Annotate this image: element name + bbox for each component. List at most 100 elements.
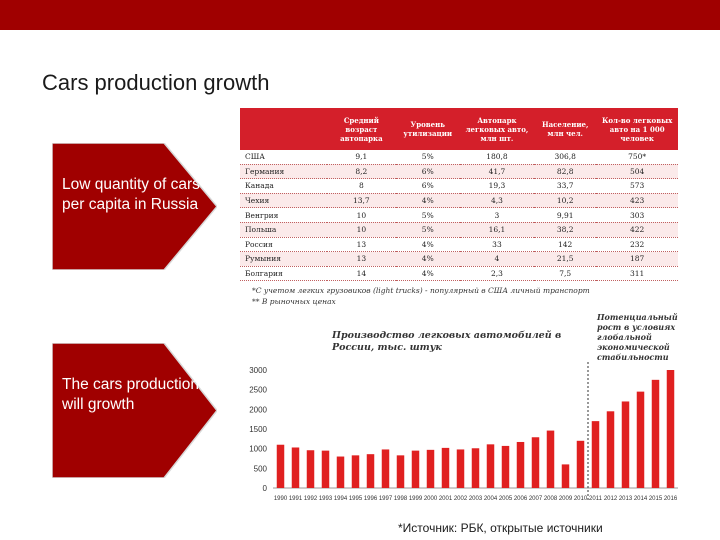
table-header-cell [240, 108, 327, 150]
x-tick-label: 2014 [634, 496, 648, 502]
x-tick-label: 1993 [319, 496, 333, 502]
bar [486, 444, 495, 488]
table-cell: 142 [534, 237, 597, 253]
x-tick-label: 2010 [574, 496, 588, 502]
bar [396, 455, 405, 488]
y-tick-label: 2500 [249, 386, 267, 395]
y-tick-label: 2000 [249, 405, 267, 414]
x-tick-label: 1998 [394, 496, 408, 502]
table-cell: 13,7 [327, 193, 396, 209]
y-tick-label: 500 [254, 464, 268, 473]
x-tick-label: 2002 [454, 496, 468, 502]
x-tick-label: 2009 [559, 496, 573, 502]
car-stats-table: Средний возраст автопарка Уровень утилиз… [240, 108, 678, 282]
x-tick-label: 2013 [619, 496, 633, 502]
country-cell: Венгрия [240, 207, 327, 223]
table-cell: 13 [327, 251, 396, 267]
bar [276, 444, 285, 488]
table-cell: 38,2 [534, 222, 597, 238]
table-cell: 750* [596, 150, 678, 165]
x-tick-label: 1994 [334, 496, 348, 502]
x-tick-label: 2005 [499, 496, 513, 502]
x-tick-label: 2016 [664, 496, 678, 502]
x-tick-label: 2011 [589, 496, 603, 502]
table-cell: 4,3 [459, 193, 535, 209]
table-cell: 19,3 [459, 178, 535, 194]
country-cell: Болгария [240, 266, 327, 282]
x-tick-label: 1991 [289, 496, 303, 502]
table-cell: 423 [596, 193, 678, 209]
bar [621, 401, 630, 488]
table-row: Польша 10 5% 16,1 38,2 422 [240, 222, 678, 238]
x-tick-label: 2015 [649, 496, 663, 502]
bar [606, 411, 615, 488]
callout-text: The cars production will growth [62, 376, 199, 413]
table-cell: 4% [395, 193, 460, 209]
table-cell: 7,5 [534, 266, 597, 282]
table-cell: 10,2 [534, 193, 597, 209]
bar [531, 437, 540, 488]
table-header-row: Средний возраст автопарка Уровень утилиз… [240, 108, 678, 150]
bar [411, 450, 420, 488]
bar [291, 447, 300, 488]
x-tick-label: 1999 [409, 496, 423, 502]
table-row: Канада 8 6% 19,3 33,7 573 [240, 178, 678, 194]
bar [381, 449, 390, 488]
country-cell: Румыния [240, 251, 327, 267]
table-cell: 5% [395, 150, 460, 165]
bar [546, 430, 555, 488]
table-cell: 14 [327, 266, 396, 282]
table-row: США 9,1 5% 180,8 306,8 750* [240, 150, 678, 165]
production-bar-chart: 0 500 1000 1500 2000 2500 3000 1990 1991 1992 1993… [249, 360, 678, 502]
table-cell: 16,1 [459, 222, 535, 238]
table-cell: 41,7 [459, 164, 535, 180]
table-cell: 8 [327, 178, 396, 194]
y-tick-label: 1500 [249, 425, 267, 434]
x-tick-label: 1990 [274, 496, 288, 502]
table-row: Румыния 13 4% 4 21,5 187 [240, 251, 678, 267]
table-body: США 9,1 5% 180,8 306,8 750* Германия 8,2 6% 41,7 8… [240, 150, 678, 282]
table-cell: 232 [596, 237, 678, 253]
bar [516, 441, 525, 488]
top-bar [0, 0, 720, 30]
x-tick-label: 2001 [439, 496, 453, 502]
table-cell: 33 [459, 237, 535, 253]
table-cell: 4% [395, 251, 460, 267]
callout-arrow-shape [52, 143, 217, 270]
table-header-cell: Кол-во легковых авто на 1 000 человек [596, 108, 678, 150]
table-cell: 5% [395, 222, 460, 238]
table-cell: 8,2 [327, 164, 396, 180]
table-cell: 33,7 [534, 178, 597, 194]
y-tick-label: 1000 [249, 445, 267, 454]
table-cell: 9,91 [534, 207, 597, 223]
table-cell: 6% [395, 178, 460, 194]
table-footnote: ** В рыночных ценах [252, 297, 336, 306]
x-tick-label: 2006 [514, 496, 528, 502]
x-tick-label: 1997 [379, 496, 393, 502]
table-cell: 10 [327, 207, 396, 223]
table-cell: 4% [395, 237, 460, 253]
table-header-cell: Средний возраст автопарка [327, 108, 396, 150]
table-cell: 3 [459, 207, 535, 223]
y-tick-label: 0 [263, 484, 268, 493]
table-row: Болгария 14 4% 2,3 7,5 311 [240, 266, 678, 282]
table-cell: 303 [596, 207, 678, 223]
table-cell: 311 [596, 266, 678, 282]
table-cell: 180,8 [459, 150, 535, 165]
bar [426, 449, 435, 488]
x-tick-label: 1996 [364, 496, 378, 502]
table-cell: 2,3 [459, 266, 535, 282]
callout-text: Low quantity of cars per capita in Russi… [62, 176, 200, 213]
bar [441, 447, 450, 488]
country-cell: Чехия [240, 193, 327, 209]
table-footnote: *С учетом легких грузовиков (light truck… [252, 286, 590, 295]
table-row: Чехия 13,7 4% 4,3 10,2 423 [240, 193, 678, 209]
x-tick-label: 2007 [529, 496, 543, 502]
country-cell: Россия [240, 237, 327, 253]
table-cell: 21,5 [534, 251, 597, 267]
table-cell: 10 [327, 222, 396, 238]
table-row: Россия 13 4% 33 142 232 [240, 237, 678, 253]
table-header-cell: Автопарк легковых авто, млн шт. [459, 108, 535, 150]
bar [471, 448, 480, 488]
country-cell: Германия [240, 164, 327, 180]
